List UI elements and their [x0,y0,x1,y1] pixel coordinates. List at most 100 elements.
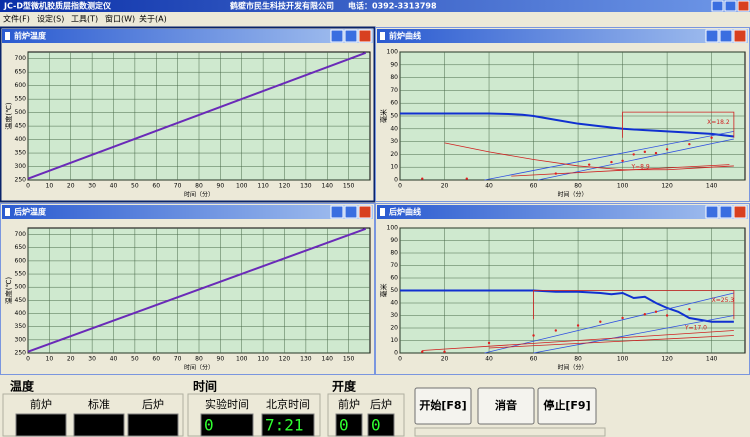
y-tick-label: 60 [390,100,398,107]
data-line [484,130,734,181]
mdi-window: 后炉曲线 0 10 20 30 40 50 60 70 80 90 100 0 20 40 60 80 100 12… [375,203,750,375]
window-title: 前炉温度 [14,31,47,41]
x-tick-label: 120 [279,183,291,190]
x-tick-label: 60 [152,356,160,363]
x-tick-label: 20 [441,356,449,363]
close[interactable] [358,205,372,219]
y-axis-label: 毫米 [379,284,388,298]
phone: 电话：0392-3313798 [348,1,437,11]
x-tick-label: 40 [110,183,118,190]
x-tick-label: 120 [279,356,291,363]
close[interactable] [733,29,747,43]
button[interactable] [537,387,597,425]
y-tick-label: 70 [390,262,398,269]
data-point [654,151,658,155]
y-tick-label: 10 [390,164,398,171]
minimize[interactable] [330,29,344,43]
window-titlebar [377,29,748,43]
x-tick-label: 10 [46,356,54,363]
x-tick-label: 60 [152,183,160,190]
x-tick-label: 90 [217,183,225,190]
data-line [533,315,734,354]
data-point [421,350,424,353]
x-tick-label: 130 [300,356,312,363]
y-tick-label: 500 [15,284,27,291]
y-axis-label: 温度(℃) [4,102,13,130]
x-axis-label: 时间（分） [184,364,214,372]
data-line [400,289,734,323]
minimize[interactable] [705,205,719,219]
button-label[interactable]: 开始[F8] [419,398,466,412]
opening-display [335,413,363,437]
annotation: X=18.2 [707,119,730,126]
x-tick-label: 40 [485,356,493,363]
field-label: 实验时间 [205,397,249,411]
minimize[interactable] [705,29,719,43]
temperature-display [73,413,125,437]
data-point [532,334,535,337]
annotation: Y=17.0 [684,325,707,332]
window-icon [380,32,385,40]
button[interactable] [414,387,472,425]
x-tick-label: 50 [131,183,139,190]
button[interactable] [477,387,535,425]
maximize[interactable] [724,0,737,12]
window-titlebar [2,29,373,43]
opening-value: 0 [371,416,381,435]
data-line [27,51,367,180]
data-point [621,316,624,320]
window-icon [380,208,385,216]
data-point [688,308,691,311]
data-point [688,142,691,146]
x-tick-label: 0 [398,183,402,190]
window-titlebar [2,205,373,219]
close[interactable] [358,29,372,43]
y-tick-label: 90 [390,237,398,244]
close[interactable] [733,205,747,219]
data-line [511,164,730,177]
x-tick-label: 130 [300,183,312,190]
button-label[interactable]: 停止[F9] [543,398,590,412]
minimize[interactable] [711,0,724,12]
y-tick-label: 250 [15,177,27,184]
window-icon [5,32,10,40]
menu-item[interactable]: 窗口(W) [105,14,135,24]
data-point [621,159,624,162]
field-label: 标准 [88,397,110,411]
y-tick-label: 300 [15,163,27,170]
maximize[interactable] [344,205,358,219]
menu-item[interactable]: 工具(T) [71,15,98,24]
data-line [27,227,367,353]
y-tick-label: 250 [15,350,27,357]
y-tick-label: 50 [390,287,398,294]
temperature-display [127,413,179,437]
y-tick-label: 80 [390,250,398,257]
menu-item[interactable]: 关于(A) [139,14,167,24]
minimize[interactable] [330,205,344,219]
y-tick-label: 500 [15,109,27,116]
window-title: 前炉曲线 [389,31,421,41]
field-label: 后炉 [142,398,164,411]
company: 鹤壁市民生科技开发有限公司 [230,1,334,11]
data-point [421,177,424,180]
window-title: 后炉曲线 [389,207,421,217]
y-tick-label: 10 [390,337,398,344]
x-tick-label: 60 [530,183,538,190]
button-label[interactable]: 消音 [495,398,517,412]
x-tick-label: 0 [26,356,30,363]
close[interactable] [737,0,750,12]
maximize[interactable] [719,29,733,43]
y-tick-label: 450 [15,123,27,130]
mdi-window: 前炉曲线 0 10 20 30 40 50 60 70 80 90 100 0 20 40 60 80 100 12… [375,27,750,202]
maximize[interactable] [344,29,358,43]
menu-item[interactable]: 设定(S) [37,14,64,24]
menu-item[interactable]: 文件(F) [3,14,30,24]
y-tick-label: 0 [394,177,398,184]
time-display [261,413,315,437]
group-box [327,393,405,437]
y-tick-label: 650 [15,244,27,251]
time-value: 0 [204,416,214,435]
data-point [554,329,558,332]
app-controls [711,0,750,12]
maximize[interactable] [719,205,733,219]
